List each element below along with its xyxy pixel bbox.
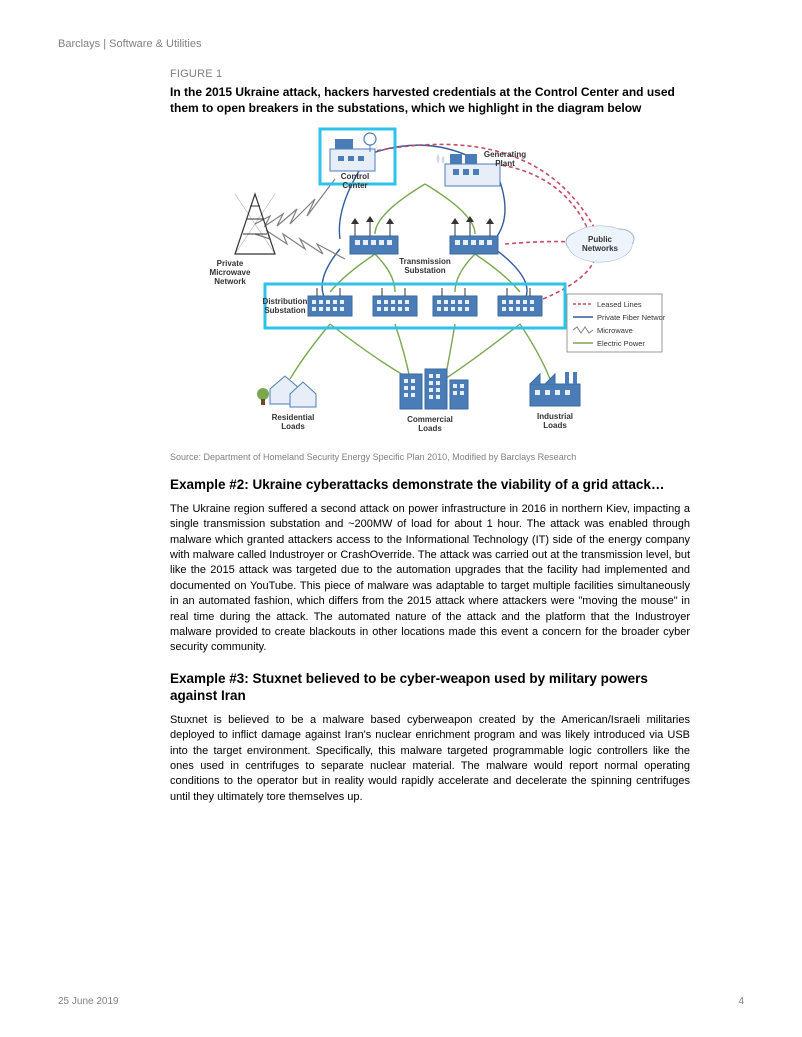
figure-diagram: Control Center Generating Plant	[170, 124, 690, 444]
svg-text:Substation: Substation	[404, 266, 445, 275]
svg-text:Public: Public	[588, 235, 613, 244]
content-column: FIGURE 1 In the 2015 Ukraine attack, hac…	[170, 68, 690, 805]
industrial-loads-node: Industrial Loads	[530, 372, 580, 430]
svg-text:Microwave: Microwave	[597, 326, 633, 335]
svg-text:Loads: Loads	[543, 421, 567, 430]
microwave-tower-node: Private Microwave Network	[210, 194, 275, 286]
svg-text:Residential: Residential	[272, 413, 315, 422]
control-center-node: Control Center	[330, 133, 376, 190]
svg-text:Substation: Substation	[264, 306, 305, 315]
footer-date: 25 June 2019	[58, 996, 119, 1007]
section-2-heading: Example #2: Ukraine cyberattacks demonst…	[170, 476, 690, 494]
svg-text:Distribution: Distribution	[263, 297, 308, 306]
public-networks-node: Public Networks	[566, 226, 634, 262]
footer-page-number: 4	[738, 996, 744, 1007]
residential-loads-node: Residential Loads	[257, 376, 316, 431]
figure-caption: In the 2015 Ukraine attack, hackers harv…	[170, 84, 690, 116]
svg-text:Network: Network	[214, 277, 246, 286]
section-3-body: Stuxnet is believed to be a malware base…	[170, 713, 690, 805]
svg-text:Transmission: Transmission	[399, 257, 451, 266]
svg-text:Private: Private	[217, 259, 244, 268]
grid-diagram-svg: Control Center Generating Plant	[195, 124, 665, 444]
page-footer: 25 June 2019 4	[58, 996, 744, 1007]
svg-text:Control: Control	[341, 172, 369, 181]
svg-text:Leased Lines: Leased Lines	[597, 300, 642, 309]
figure-label: FIGURE 1	[170, 68, 690, 80]
transmission-substation-node: Transmission Substation	[350, 216, 498, 275]
section-2-body: The Ukraine region suffered a second att…	[170, 502, 690, 656]
svg-text:Center: Center	[342, 181, 367, 190]
svg-text:Loads: Loads	[418, 424, 442, 433]
svg-text:Loads: Loads	[281, 422, 305, 431]
svg-text:Plant: Plant	[495, 159, 515, 168]
svg-text:Microwave: Microwave	[210, 268, 251, 277]
figure-source: Source: Department of Homeland Security …	[170, 452, 690, 462]
commercial-loads-node: Commercial Loads	[400, 369, 468, 433]
distribution-substation-node: Distribution Substation	[263, 288, 542, 316]
svg-text:Private Fiber Network: Private Fiber Network	[597, 313, 665, 322]
svg-text:Electric Power: Electric Power	[597, 339, 645, 348]
diagram-legend: Leased Lines Private Fiber Network Micro…	[567, 294, 665, 352]
page-header: Barclays | Software & Utilities	[58, 38, 744, 50]
svg-text:Networks: Networks	[582, 244, 619, 253]
svg-text:Generating: Generating	[484, 150, 526, 159]
svg-text:Industrial: Industrial	[537, 412, 573, 421]
section-3-heading: Example #3: Stuxnet believed to be cyber…	[170, 670, 690, 705]
svg-text:Commercial: Commercial	[407, 415, 453, 424]
generating-plant-node: Generating Plant	[437, 150, 527, 186]
